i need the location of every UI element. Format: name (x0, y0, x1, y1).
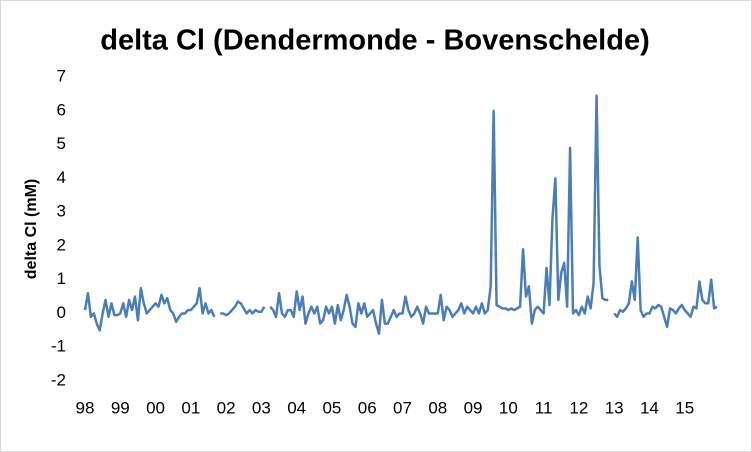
y-tick-label: 0 (57, 303, 66, 322)
y-tick-label: 7 (57, 66, 66, 85)
x-tick-label: 07 (393, 398, 412, 417)
x-tick-label: 01 (181, 398, 200, 417)
x-tick-label: 99 (111, 398, 130, 417)
x-tick-label: 13 (605, 398, 624, 417)
x-tick-label: 14 (640, 398, 659, 417)
x-tick-label: 12 (569, 398, 588, 417)
x-tick-label: 04 (287, 398, 306, 417)
x-tick-label: 06 (358, 398, 377, 417)
x-tick-label: 02 (217, 398, 236, 417)
x-tick-label: 98 (76, 398, 95, 417)
data-line (83, 94, 718, 335)
x-tick-label: 05 (322, 398, 341, 417)
y-tick-label: 1 (57, 269, 66, 288)
x-tick-label: 10 (499, 398, 518, 417)
x-tick-label: 15 (675, 398, 694, 417)
x-tick-label: 00 (146, 398, 165, 417)
y-tick-label: -2 (51, 370, 66, 389)
y-tick-label: 2 (57, 235, 66, 254)
x-tick-label: 08 (428, 398, 447, 417)
y-tick-label: -1 (51, 337, 66, 356)
x-tick-label: 09 (464, 398, 483, 417)
chart-title: delta Cl (Dendermonde - Bovenschelde) (100, 25, 650, 57)
y-tick-label: 6 (57, 100, 66, 119)
x-tick-label: 11 (535, 398, 553, 417)
y-axis-label: delta Cl (mM) (23, 179, 40, 279)
y-tick-label: 5 (57, 134, 66, 153)
x-tick-label: 03 (252, 398, 271, 417)
y-tick-label: 3 (57, 202, 66, 221)
y-tick-label: 4 (57, 168, 66, 187)
